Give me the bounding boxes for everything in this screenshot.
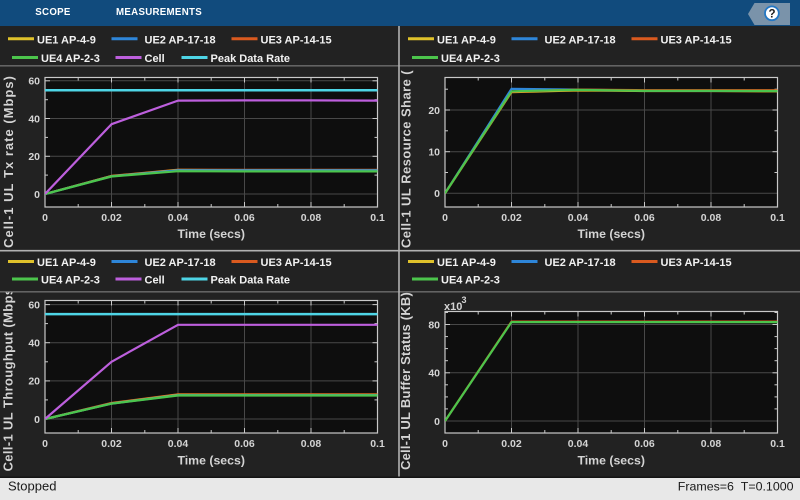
svg-text:UE2 AP-17-18: UE2 AP-17-18: [145, 257, 216, 269]
svg-text:0.06: 0.06: [634, 212, 655, 224]
svg-text:UE4 AP-2-3: UE4 AP-2-3: [441, 53, 500, 65]
svg-text:0.06: 0.06: [234, 212, 255, 224]
svg-text:0: 0: [442, 438, 448, 450]
svg-text:0.08: 0.08: [701, 212, 722, 224]
svg-text:Time (secs): Time (secs): [177, 454, 244, 468]
svg-text:UE4 AP-2-3: UE4 AP-2-3: [441, 275, 500, 287]
svg-text:0: 0: [434, 416, 440, 428]
svg-text:Peak Data Rate: Peak Data Rate: [211, 275, 291, 287]
svg-text:0.02: 0.02: [501, 438, 522, 450]
svg-text:UE2 AP-17-18: UE2 AP-17-18: [145, 34, 216, 46]
svg-text:UE2 AP-17-18: UE2 AP-17-18: [545, 34, 616, 46]
svg-text:0.06: 0.06: [634, 438, 655, 450]
svg-text:10: 10: [428, 147, 440, 159]
svg-text:0: 0: [34, 189, 40, 201]
svg-text:0.04: 0.04: [168, 438, 189, 450]
svg-text:20: 20: [28, 151, 40, 163]
svg-text:UE4 AP-2-3: UE4 AP-2-3: [41, 275, 100, 287]
svg-text:40: 40: [28, 338, 40, 350]
svg-text:80: 80: [428, 319, 440, 331]
svg-text:SCOPE: SCOPE: [35, 7, 71, 18]
svg-text:0: 0: [42, 212, 48, 224]
svg-text:?: ?: [768, 9, 775, 21]
svg-text:0.02: 0.02: [501, 212, 522, 224]
svg-text:20: 20: [28, 376, 40, 388]
svg-text:UE3 AP-14-15: UE3 AP-14-15: [661, 257, 732, 269]
svg-text:0.02: 0.02: [101, 438, 122, 450]
svg-text:UE2 AP-17-18: UE2 AP-17-18: [545, 257, 616, 269]
svg-text:0: 0: [434, 188, 440, 200]
svg-text:Cell: Cell: [145, 53, 165, 65]
svg-text:0: 0: [42, 438, 48, 450]
svg-text:Stopped: Stopped: [8, 479, 56, 494]
svg-text:UE3 AP-14-15: UE3 AP-14-15: [261, 257, 332, 269]
svg-text:0.04: 0.04: [568, 438, 589, 450]
svg-text:20: 20: [428, 105, 440, 117]
svg-text:0: 0: [34, 414, 40, 426]
svg-text:0: 0: [442, 212, 448, 224]
svg-text:UE3 AP-14-15: UE3 AP-14-15: [661, 34, 732, 46]
svg-text:60: 60: [28, 299, 40, 311]
svg-text:0.1: 0.1: [770, 212, 785, 224]
svg-text:MEASUREMENTS: MEASUREMENTS: [116, 7, 202, 18]
svg-text:UE1 AP-4-9: UE1 AP-4-9: [37, 257, 96, 269]
svg-text:UE1 AP-4-9: UE1 AP-4-9: [37, 34, 96, 46]
svg-text:40: 40: [428, 368, 440, 380]
svg-text:0.02: 0.02: [101, 212, 122, 224]
svg-text:Cell: Cell: [145, 275, 165, 287]
svg-text:60: 60: [28, 76, 40, 88]
svg-text:UE4 AP-2-3: UE4 AP-2-3: [41, 53, 100, 65]
svg-text:0.1: 0.1: [370, 212, 385, 224]
svg-text:UE1 AP-4-9: UE1 AP-4-9: [437, 34, 496, 46]
svg-text:UE1 AP-4-9: UE1 AP-4-9: [437, 257, 496, 269]
svg-text:Peak Data Rate: Peak Data Rate: [211, 53, 291, 65]
svg-text:0.08: 0.08: [301, 438, 322, 450]
svg-text:0.06: 0.06: [234, 438, 255, 450]
svg-text:UE3 AP-14-15: UE3 AP-14-15: [261, 34, 332, 46]
svg-text:0.04: 0.04: [168, 212, 189, 224]
svg-text:0.1: 0.1: [370, 438, 385, 450]
svg-text:Frames=6 T=0.1000: Frames=6 T=0.1000: [678, 480, 794, 494]
svg-text:0.04: 0.04: [568, 212, 589, 224]
svg-text:Time (secs): Time (secs): [577, 454, 644, 468]
svg-text:40: 40: [28, 113, 40, 125]
svg-text:0.08: 0.08: [701, 438, 722, 450]
svg-text:Time (secs): Time (secs): [577, 227, 644, 241]
svg-text:x10: x10: [444, 301, 462, 313]
svg-text:3: 3: [462, 295, 467, 305]
svg-text:0.1: 0.1: [770, 438, 785, 450]
svg-text:Time (secs): Time (secs): [177, 227, 244, 241]
svg-text:0.08: 0.08: [301, 212, 322, 224]
